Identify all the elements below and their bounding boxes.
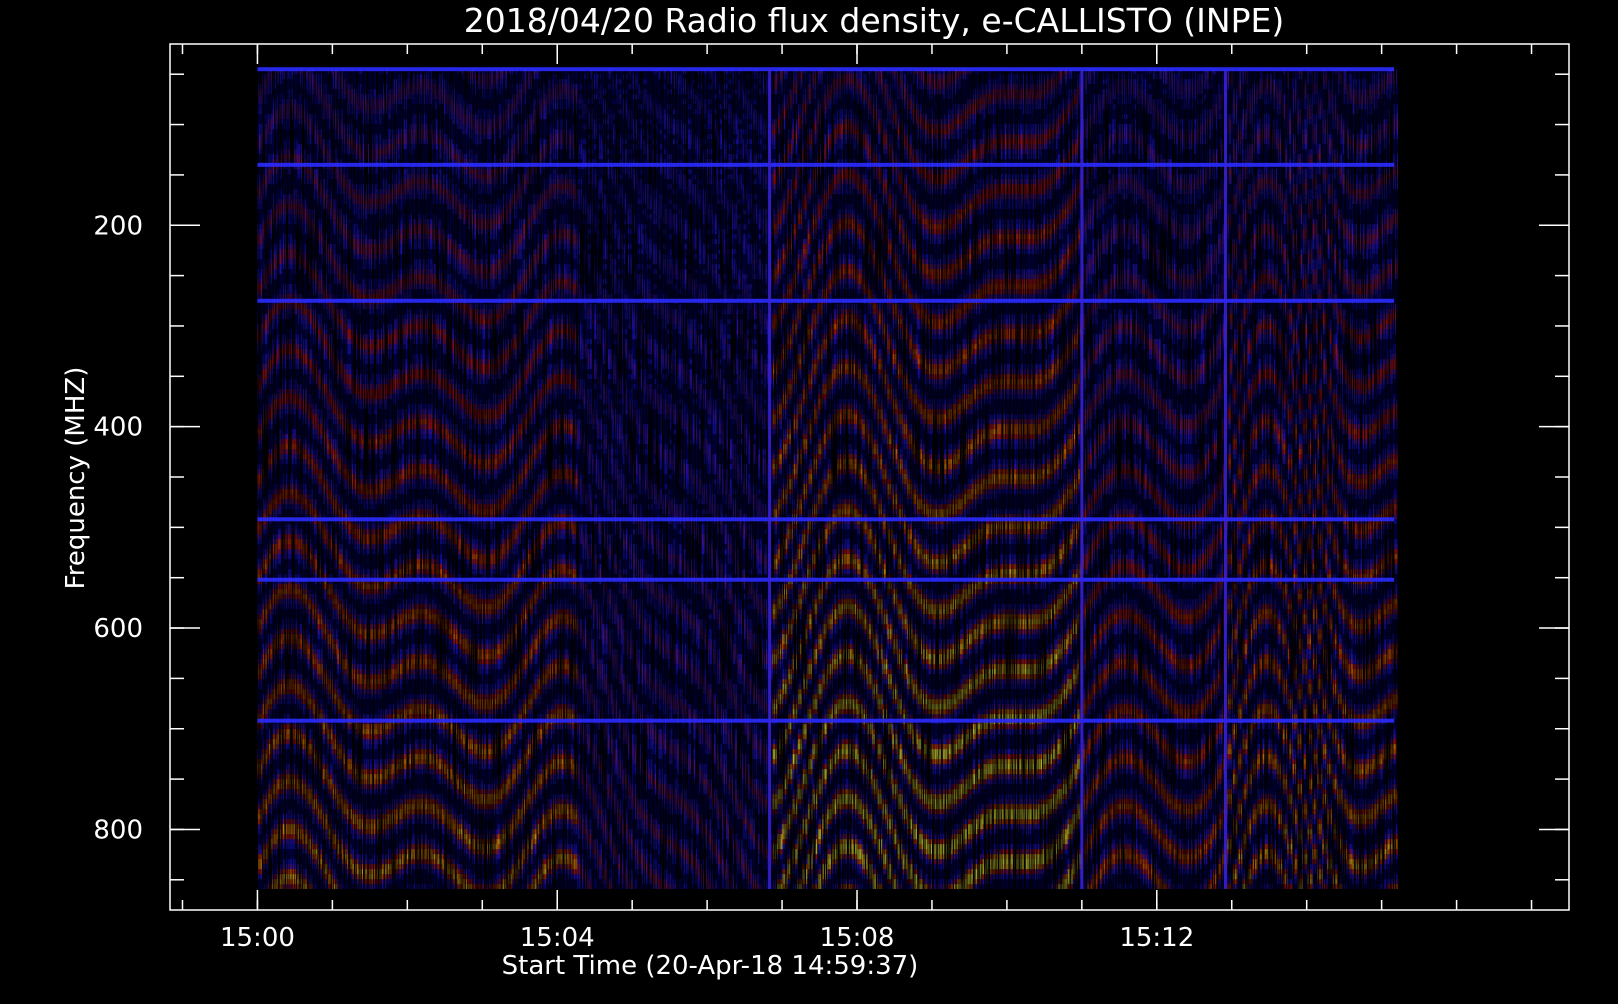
- interference-line: [257, 163, 1394, 167]
- x-tick-label: 15:08: [820, 923, 895, 953]
- interference-line: [257, 719, 1394, 723]
- x-tick-label: 15:00: [220, 923, 295, 953]
- heatmap: [257, 67, 1398, 905]
- y-tick-label: 200: [93, 211, 143, 241]
- y-tick-label: 400: [93, 413, 143, 443]
- x-tick-label: 15:12: [1119, 923, 1194, 953]
- discontinuity-line: [1224, 69, 1227, 900]
- interference-line: [257, 578, 1394, 582]
- y-axis-label: Frequency (MHZ): [61, 367, 91, 590]
- interference-line: [257, 67, 1394, 71]
- discontinuity-line: [768, 69, 771, 900]
- discontinuity-line: [1080, 69, 1083, 900]
- chart-title: 2018/04/20 Radio flux density, e-CALLIST…: [464, 1, 1284, 40]
- y-tick-label: 800: [93, 815, 143, 845]
- y-tick-label: 600: [93, 614, 143, 644]
- interference-line: [257, 517, 1394, 521]
- x-tick-label: 15:04: [520, 923, 595, 953]
- x-axis-label: Start Time (20-Apr-18 14:59:37): [502, 951, 919, 981]
- interference-line: [257, 299, 1394, 303]
